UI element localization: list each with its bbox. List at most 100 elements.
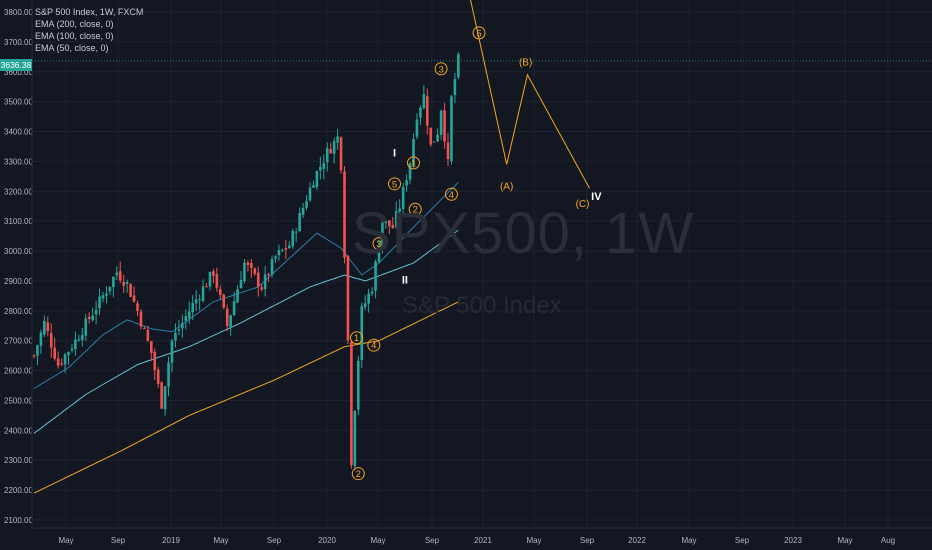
x-tick-label: May [526, 536, 541, 545]
y-tick-label: 2200.00 [4, 486, 33, 495]
candle-up [108, 286, 112, 292]
candle-up [63, 354, 67, 365]
y-tick-label: 2500.00 [4, 396, 33, 405]
candle-up [174, 332, 177, 341]
x-tick-label: May [681, 536, 696, 545]
x-tick-label: May [58, 536, 73, 545]
wave-label: 2 [356, 469, 361, 480]
y-tick-label: 2900.00 [4, 277, 33, 286]
candle-up [115, 272, 119, 276]
wave-label: 3 [376, 239, 381, 250]
candle-up [305, 201, 308, 208]
x-axis: May Sep 2019 May Sep 2020 May Sep 2021 May Sep 2022… [32, 527, 932, 545]
candle-up [291, 231, 295, 247]
candle-up [374, 261, 377, 291]
x-tick-label: May [213, 536, 228, 545]
candle-down [136, 303, 139, 311]
indicator-ema-200[interactable]: EMA (200, close, 0) [35, 19, 114, 29]
candle-up [184, 316, 188, 321]
wave-projection [470, 0, 590, 189]
candle-up [36, 345, 39, 356]
y-tick-label: 3600.00 [4, 68, 33, 77]
candle-up [281, 249, 284, 251]
x-tick-label: Sep [111, 536, 126, 545]
candle-up [101, 295, 105, 299]
wave-label: 4 [371, 341, 376, 352]
candle-up [398, 208, 401, 212]
candle-down [205, 286, 208, 288]
chart-title[interactable]: S&P 500 Index, 1W, FXCM [35, 7, 144, 17]
ema-lines [33, 181, 459, 494]
x-tick-label: Aug [881, 536, 895, 545]
candle-up [105, 293, 108, 296]
x-tick-label: May [370, 536, 385, 545]
candle-up [419, 107, 422, 118]
wave-label: 2 [413, 205, 418, 216]
candle-up [191, 303, 194, 313]
candle-up [422, 94, 426, 109]
y-tick-label: 3200.00 [4, 187, 33, 196]
candle-down [443, 110, 446, 142]
candle-down [429, 127, 433, 145]
candle-up [384, 220, 388, 224]
candle-up [415, 119, 419, 137]
x-tick-label: Sep [735, 536, 750, 545]
wave-label-circle [367, 338, 381, 352]
candle-down [156, 369, 160, 384]
candle-down [118, 271, 122, 281]
candle-up [163, 386, 167, 410]
candle-up [377, 247, 381, 262]
candle-up [70, 348, 74, 351]
candle-up [77, 339, 81, 341]
chart-legend[interactable]: S&P 500 Index, 1W, FXCM EMA (200, close,… [35, 6, 143, 54]
major-wave-label: IV [591, 191, 602, 203]
candle-down [256, 272, 260, 287]
wave-label: 5 [476, 28, 481, 39]
candle-up [239, 280, 243, 289]
ema-200-line [33, 301, 459, 494]
candle-up [294, 231, 298, 233]
y-tick-label: 2600.00 [4, 367, 33, 376]
candle-up [91, 315, 94, 321]
candle-up [405, 180, 408, 186]
candle-down [426, 96, 429, 126]
candle-down [60, 363, 63, 365]
candle-up [229, 315, 232, 329]
wave-label: 5 [392, 179, 397, 190]
projection-path [470, 0, 590, 189]
wave-label: 1 [411, 158, 416, 169]
indicator-ema-100[interactable]: EMA (100, close, 0) [35, 31, 114, 41]
candle-up [198, 299, 201, 301]
candle-up [181, 322, 184, 329]
y-tick-label: 3400.00 [4, 128, 33, 137]
candle-down [132, 295, 136, 302]
wave-label: 1 [354, 333, 359, 344]
corrective-wave-label: (A) [500, 181, 513, 192]
candle-up [325, 148, 329, 163]
candle-up [170, 340, 174, 363]
wave-label-circle [472, 26, 486, 40]
candle-up [201, 286, 205, 301]
candle-down [350, 341, 353, 466]
x-tick-label: 2021 [474, 536, 492, 545]
candle-up [308, 187, 312, 201]
y-axis: 2100.00 2200.00 2300.00 2400.00 2500.00 2600.… [4, 0, 33, 528]
candle-up [125, 282, 129, 284]
x-tick-label: Sep [425, 536, 440, 545]
y-tick-label: 3000.00 [4, 247, 33, 256]
candle-down [284, 247, 288, 250]
y-tick-label: 2300.00 [4, 456, 33, 465]
candle-down [212, 271, 215, 276]
candle-up [315, 171, 319, 188]
indicator-ema-50[interactable]: EMA (50, close, 0) [35, 43, 109, 53]
candle-up [412, 138, 415, 166]
candle-down [46, 322, 50, 332]
candle-up [353, 411, 357, 467]
candle-up [394, 211, 398, 227]
candle-up [263, 274, 267, 290]
x-tick-label: Sep [267, 536, 282, 545]
y-tick-label: 2800.00 [4, 307, 33, 316]
last-price-tag: 3636.38 [0, 59, 32, 71]
candle-down [143, 328, 146, 330]
